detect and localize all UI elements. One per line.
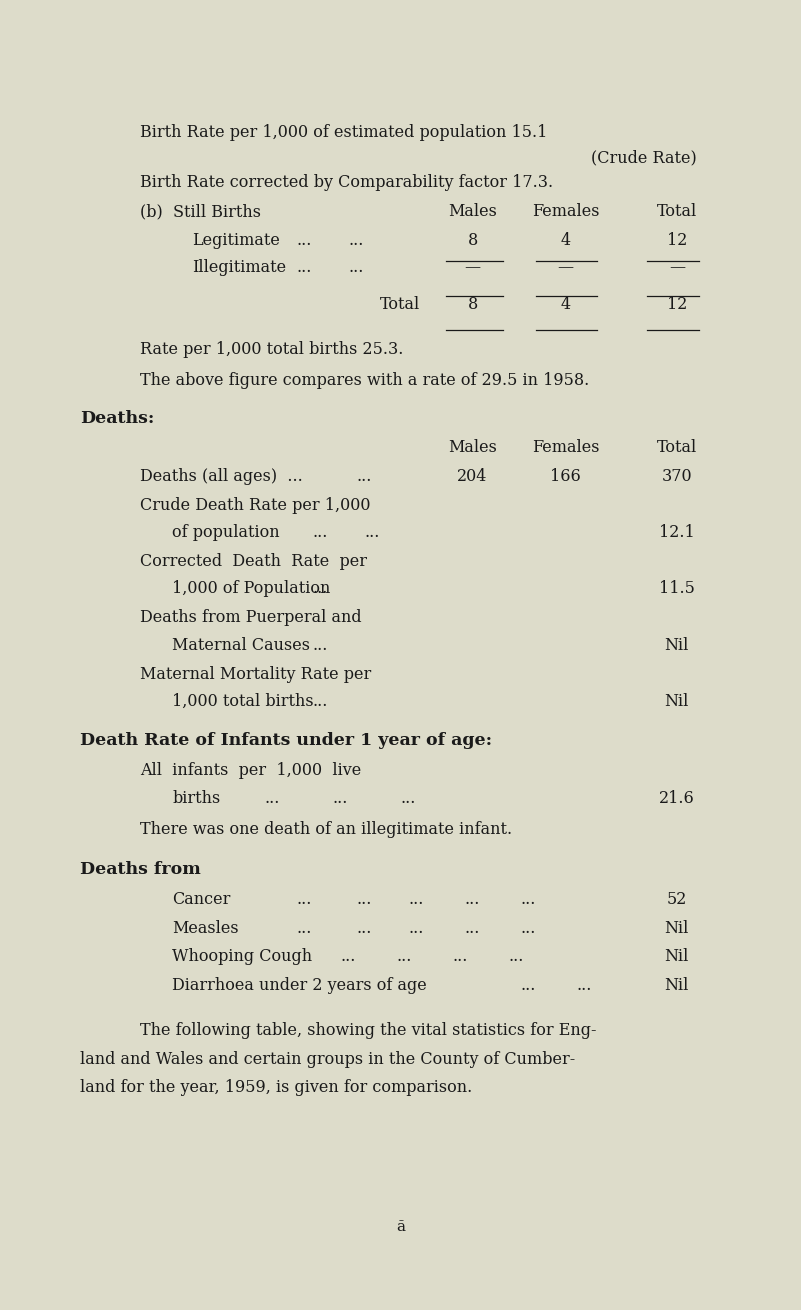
Text: Maternal Causes: Maternal Causes	[172, 637, 310, 654]
Text: ...: ...	[465, 920, 480, 937]
Text: —: —	[557, 259, 574, 276]
Text: Total: Total	[380, 296, 421, 313]
Text: ...: ...	[400, 790, 416, 807]
Text: Measles: Measles	[172, 920, 239, 937]
Text: 8: 8	[468, 296, 477, 313]
Text: ...: ...	[296, 891, 312, 908]
Text: ...: ...	[521, 891, 536, 908]
Text: Deaths (all ages)  ...: Deaths (all ages) ...	[140, 468, 303, 485]
Text: land for the year, 1959, is given for comparison.: land for the year, 1959, is given for co…	[80, 1079, 473, 1096]
Text: ...: ...	[296, 920, 312, 937]
Text: Females: Females	[532, 439, 599, 456]
Text: Nil: Nil	[665, 977, 689, 994]
Text: The above figure compares with a rate of 29.5 in 1958.: The above figure compares with a rate of…	[140, 372, 590, 389]
Text: ...: ...	[577, 977, 592, 994]
Text: Legitimate: Legitimate	[192, 232, 280, 249]
Text: ...: ...	[465, 891, 480, 908]
Text: Deaths:: Deaths:	[80, 410, 155, 427]
Text: 52: 52	[666, 891, 687, 908]
Text: ...: ...	[296, 259, 312, 276]
Text: 12: 12	[666, 232, 687, 249]
Text: ...: ...	[264, 790, 280, 807]
Text: There was one death of an illegitimate infant.: There was one death of an illegitimate i…	[140, 821, 513, 838]
Text: ...: ...	[521, 920, 536, 937]
Text: (b)  Still Births: (b) Still Births	[140, 203, 261, 220]
Text: —: —	[669, 259, 685, 276]
Text: Diarrhoea under 2 years of age: Diarrhoea under 2 years of age	[172, 977, 427, 994]
Text: Deaths from: Deaths from	[80, 861, 201, 878]
Text: 370: 370	[662, 468, 692, 485]
Text: 4: 4	[561, 296, 570, 313]
Text: 11.5: 11.5	[659, 580, 694, 597]
Text: births: births	[172, 790, 220, 807]
Text: ...: ...	[364, 524, 380, 541]
Text: Crude Death Rate per 1,000: Crude Death Rate per 1,000	[140, 496, 371, 514]
Text: 12.1: 12.1	[659, 524, 694, 541]
Text: Corrected  Death  Rate  per: Corrected Death Rate per	[140, 553, 367, 570]
Text: ...: ...	[332, 790, 348, 807]
Text: ...: ...	[312, 524, 328, 541]
Text: of population: of population	[172, 524, 280, 541]
Text: 21.6: 21.6	[659, 790, 694, 807]
Text: 4: 4	[561, 232, 570, 249]
Text: ...: ...	[312, 637, 328, 654]
Text: Maternal Mortality Rate per: Maternal Mortality Rate per	[140, 665, 372, 683]
Text: ...: ...	[356, 891, 372, 908]
Text: (Crude Rate): (Crude Rate)	[591, 149, 697, 166]
Text: ...: ...	[348, 232, 364, 249]
Text: Total: Total	[657, 439, 697, 456]
Text: The following table, showing the vital statistics for Eng-: The following table, showing the vital s…	[140, 1022, 597, 1039]
Text: Cancer: Cancer	[172, 891, 231, 908]
Text: Males: Males	[448, 203, 497, 220]
Text: Whooping Cough: Whooping Cough	[172, 948, 312, 965]
Text: —: —	[465, 259, 481, 276]
Text: ...: ...	[340, 948, 356, 965]
Text: ...: ...	[509, 948, 524, 965]
Text: 204: 204	[457, 468, 488, 485]
Text: All  infants  per  1,000  live: All infants per 1,000 live	[140, 762, 361, 779]
Text: Total: Total	[657, 203, 697, 220]
Text: Females: Females	[532, 203, 599, 220]
Text: ...: ...	[453, 948, 468, 965]
Text: 1,000 of Population: 1,000 of Population	[172, 580, 331, 597]
Text: Birth Rate corrected by Comparability factor 17.3.: Birth Rate corrected by Comparability fa…	[140, 174, 553, 191]
Text: ...: ...	[396, 948, 412, 965]
Text: 12: 12	[666, 296, 687, 313]
Text: ...: ...	[409, 920, 424, 937]
Text: 1,000 total births: 1,000 total births	[172, 693, 314, 710]
Text: Males: Males	[448, 439, 497, 456]
Text: ...: ...	[409, 891, 424, 908]
Text: ...: ...	[348, 259, 364, 276]
Text: land and Wales and certain groups in the County of Cumber-: land and Wales and certain groups in the…	[80, 1051, 575, 1068]
Text: ...: ...	[521, 977, 536, 994]
Text: Deaths from Puerperal and: Deaths from Puerperal and	[140, 609, 362, 626]
Text: Death Rate of Infants under 1 year of age:: Death Rate of Infants under 1 year of ag…	[80, 732, 493, 749]
Text: 8: 8	[468, 232, 477, 249]
Text: Nil: Nil	[665, 637, 689, 654]
Text: ...: ...	[312, 580, 328, 597]
Text: ...: ...	[296, 232, 312, 249]
Text: Rate per 1,000 total births 25.3.: Rate per 1,000 total births 25.3.	[140, 341, 404, 358]
Text: ă: ă	[396, 1220, 405, 1234]
Text: ...: ...	[356, 920, 372, 937]
Text: Illegitimate: Illegitimate	[192, 259, 287, 276]
Text: Nil: Nil	[665, 920, 689, 937]
Text: Nil: Nil	[665, 948, 689, 965]
Text: ...: ...	[356, 468, 372, 485]
Text: Birth Rate per 1,000 of estimated population 15.1: Birth Rate per 1,000 of estimated popula…	[140, 124, 548, 141]
Text: ...: ...	[312, 693, 328, 710]
Text: 166: 166	[550, 468, 581, 485]
Text: Nil: Nil	[665, 693, 689, 710]
